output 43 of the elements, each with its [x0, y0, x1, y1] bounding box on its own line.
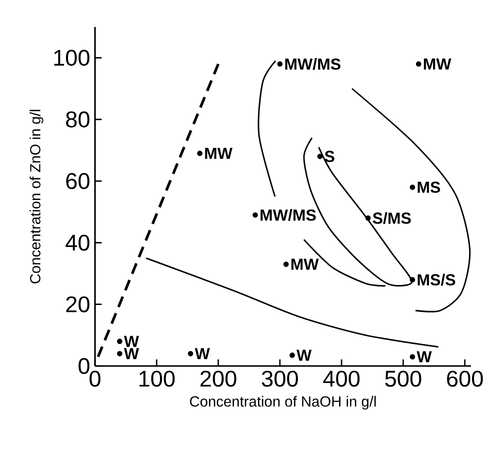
y-axis-title: Concentration of ZnO in g/l [30, 110, 44, 284]
y-tick-label: 40 [66, 234, 90, 251]
annotation: W [124, 336, 139, 347]
point [252, 212, 258, 218]
annotation: MS [418, 182, 440, 193]
point [283, 262, 289, 267]
annotation: W [124, 348, 139, 360]
point [188, 350, 194, 356]
x-axis-title: Concentration of NaOH in g/l [190, 396, 376, 410]
x-tick-label: 400 [323, 370, 360, 387]
point [365, 215, 371, 221]
point [197, 150, 202, 156]
point [277, 61, 283, 67]
annotation: W [296, 350, 312, 361]
annotation: MS/S [418, 274, 456, 286]
x-tick-label: 300 [262, 370, 298, 387]
x-tick-label: 100 [139, 370, 175, 387]
point [116, 338, 122, 344]
point [416, 61, 422, 67]
y-tick-label: 80 [66, 111, 90, 128]
annotation: W [194, 348, 210, 360]
annotation: S/MS [372, 212, 411, 224]
x-tick-label: 0 [90, 370, 100, 387]
x-tick-label: 600 [447, 370, 483, 387]
x-tick-label: 500 [385, 370, 422, 387]
y-tick-label: 0 [78, 358, 90, 374]
y-tick-label: 100 [54, 50, 90, 66]
annotation: MW [291, 258, 319, 270]
annotation: MW [424, 58, 452, 70]
annotation: W [416, 351, 432, 362]
point [410, 277, 416, 282]
y-tick-label: 20 [66, 296, 90, 312]
point [116, 350, 122, 356]
point [317, 154, 323, 160]
point [290, 352, 295, 358]
annotation: MW/MS [260, 209, 316, 221]
annotation: MW/MS [285, 58, 340, 70]
point [410, 354, 416, 360]
annotation: S [324, 150, 334, 162]
y-tick-label: 60 [66, 173, 90, 190]
annotation: MW [205, 148, 232, 159]
x-tick-label: 200 [200, 370, 236, 387]
point [410, 184, 416, 190]
